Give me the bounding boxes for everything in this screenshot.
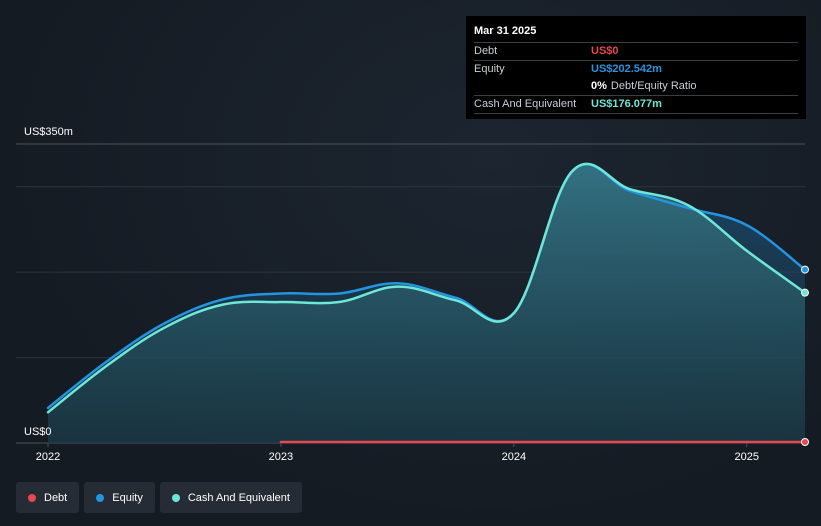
tooltip-debt-label: Debt	[474, 45, 498, 57]
legend-item-cash[interactable]: Cash And Equivalent	[159, 482, 302, 513]
tooltip-equity-label: Equity	[474, 63, 505, 75]
x-tick-label: 2022	[36, 451, 60, 463]
legend-label-equity: Equity	[112, 491, 143, 504]
debt-endpoint	[801, 438, 809, 446]
equity-dot-icon	[96, 493, 105, 502]
legend: Debt Equity Cash And Equivalent	[16, 482, 302, 513]
tooltip-cash-label: Cash And Equivalent	[474, 98, 577, 110]
tooltip-cash-value: US$176.077m	[591, 98, 662, 110]
tooltip-debt-value: US$0	[591, 45, 619, 57]
x-tick-label: 2024	[502, 451, 526, 463]
tooltip-ratio-value: 0%	[591, 80, 607, 92]
legend-label-cash: Cash And Equivalent	[187, 491, 290, 504]
tooltip-equity-row: Equity US$202.542m	[474, 61, 798, 78]
legend-item-debt[interactable]: Debt	[16, 482, 80, 513]
cash-dot-icon	[171, 493, 180, 502]
cash-line	[46, 162, 807, 414]
x-tick-label: 2023	[269, 451, 293, 463]
legend-label-debt: Debt	[44, 491, 68, 504]
y-tick-label: US$0	[24, 426, 52, 438]
tooltip-date: Mar 31 2025	[474, 24, 798, 43]
tooltip-equity-value: US$202.542m	[591, 63, 662, 75]
tooltip-ratio-label: Debt/Equity Ratio	[610, 80, 697, 92]
x-tick-label: 2025	[735, 451, 759, 463]
y-tick-label: US$350m	[24, 126, 73, 138]
equity-endpoint	[801, 265, 809, 274]
cash-endpoint	[801, 288, 809, 297]
tooltip-debt-row: Debt US$0	[474, 43, 798, 61]
tooltip-ratio-row: 0% Debt/Equity Ratio	[474, 78, 798, 96]
equity-line	[46, 163, 807, 410]
tooltip-cash-row: Cash And Equivalent US$176.077m	[474, 96, 798, 114]
debt-dot-icon	[28, 493, 36, 502]
tooltip-panel: Mar 31 2025 Debt US$0 Equity US$202.542m…	[466, 16, 806, 119]
legend-item-equity[interactable]: Equity	[84, 482, 155, 513]
cash-area	[48, 163, 805, 443]
